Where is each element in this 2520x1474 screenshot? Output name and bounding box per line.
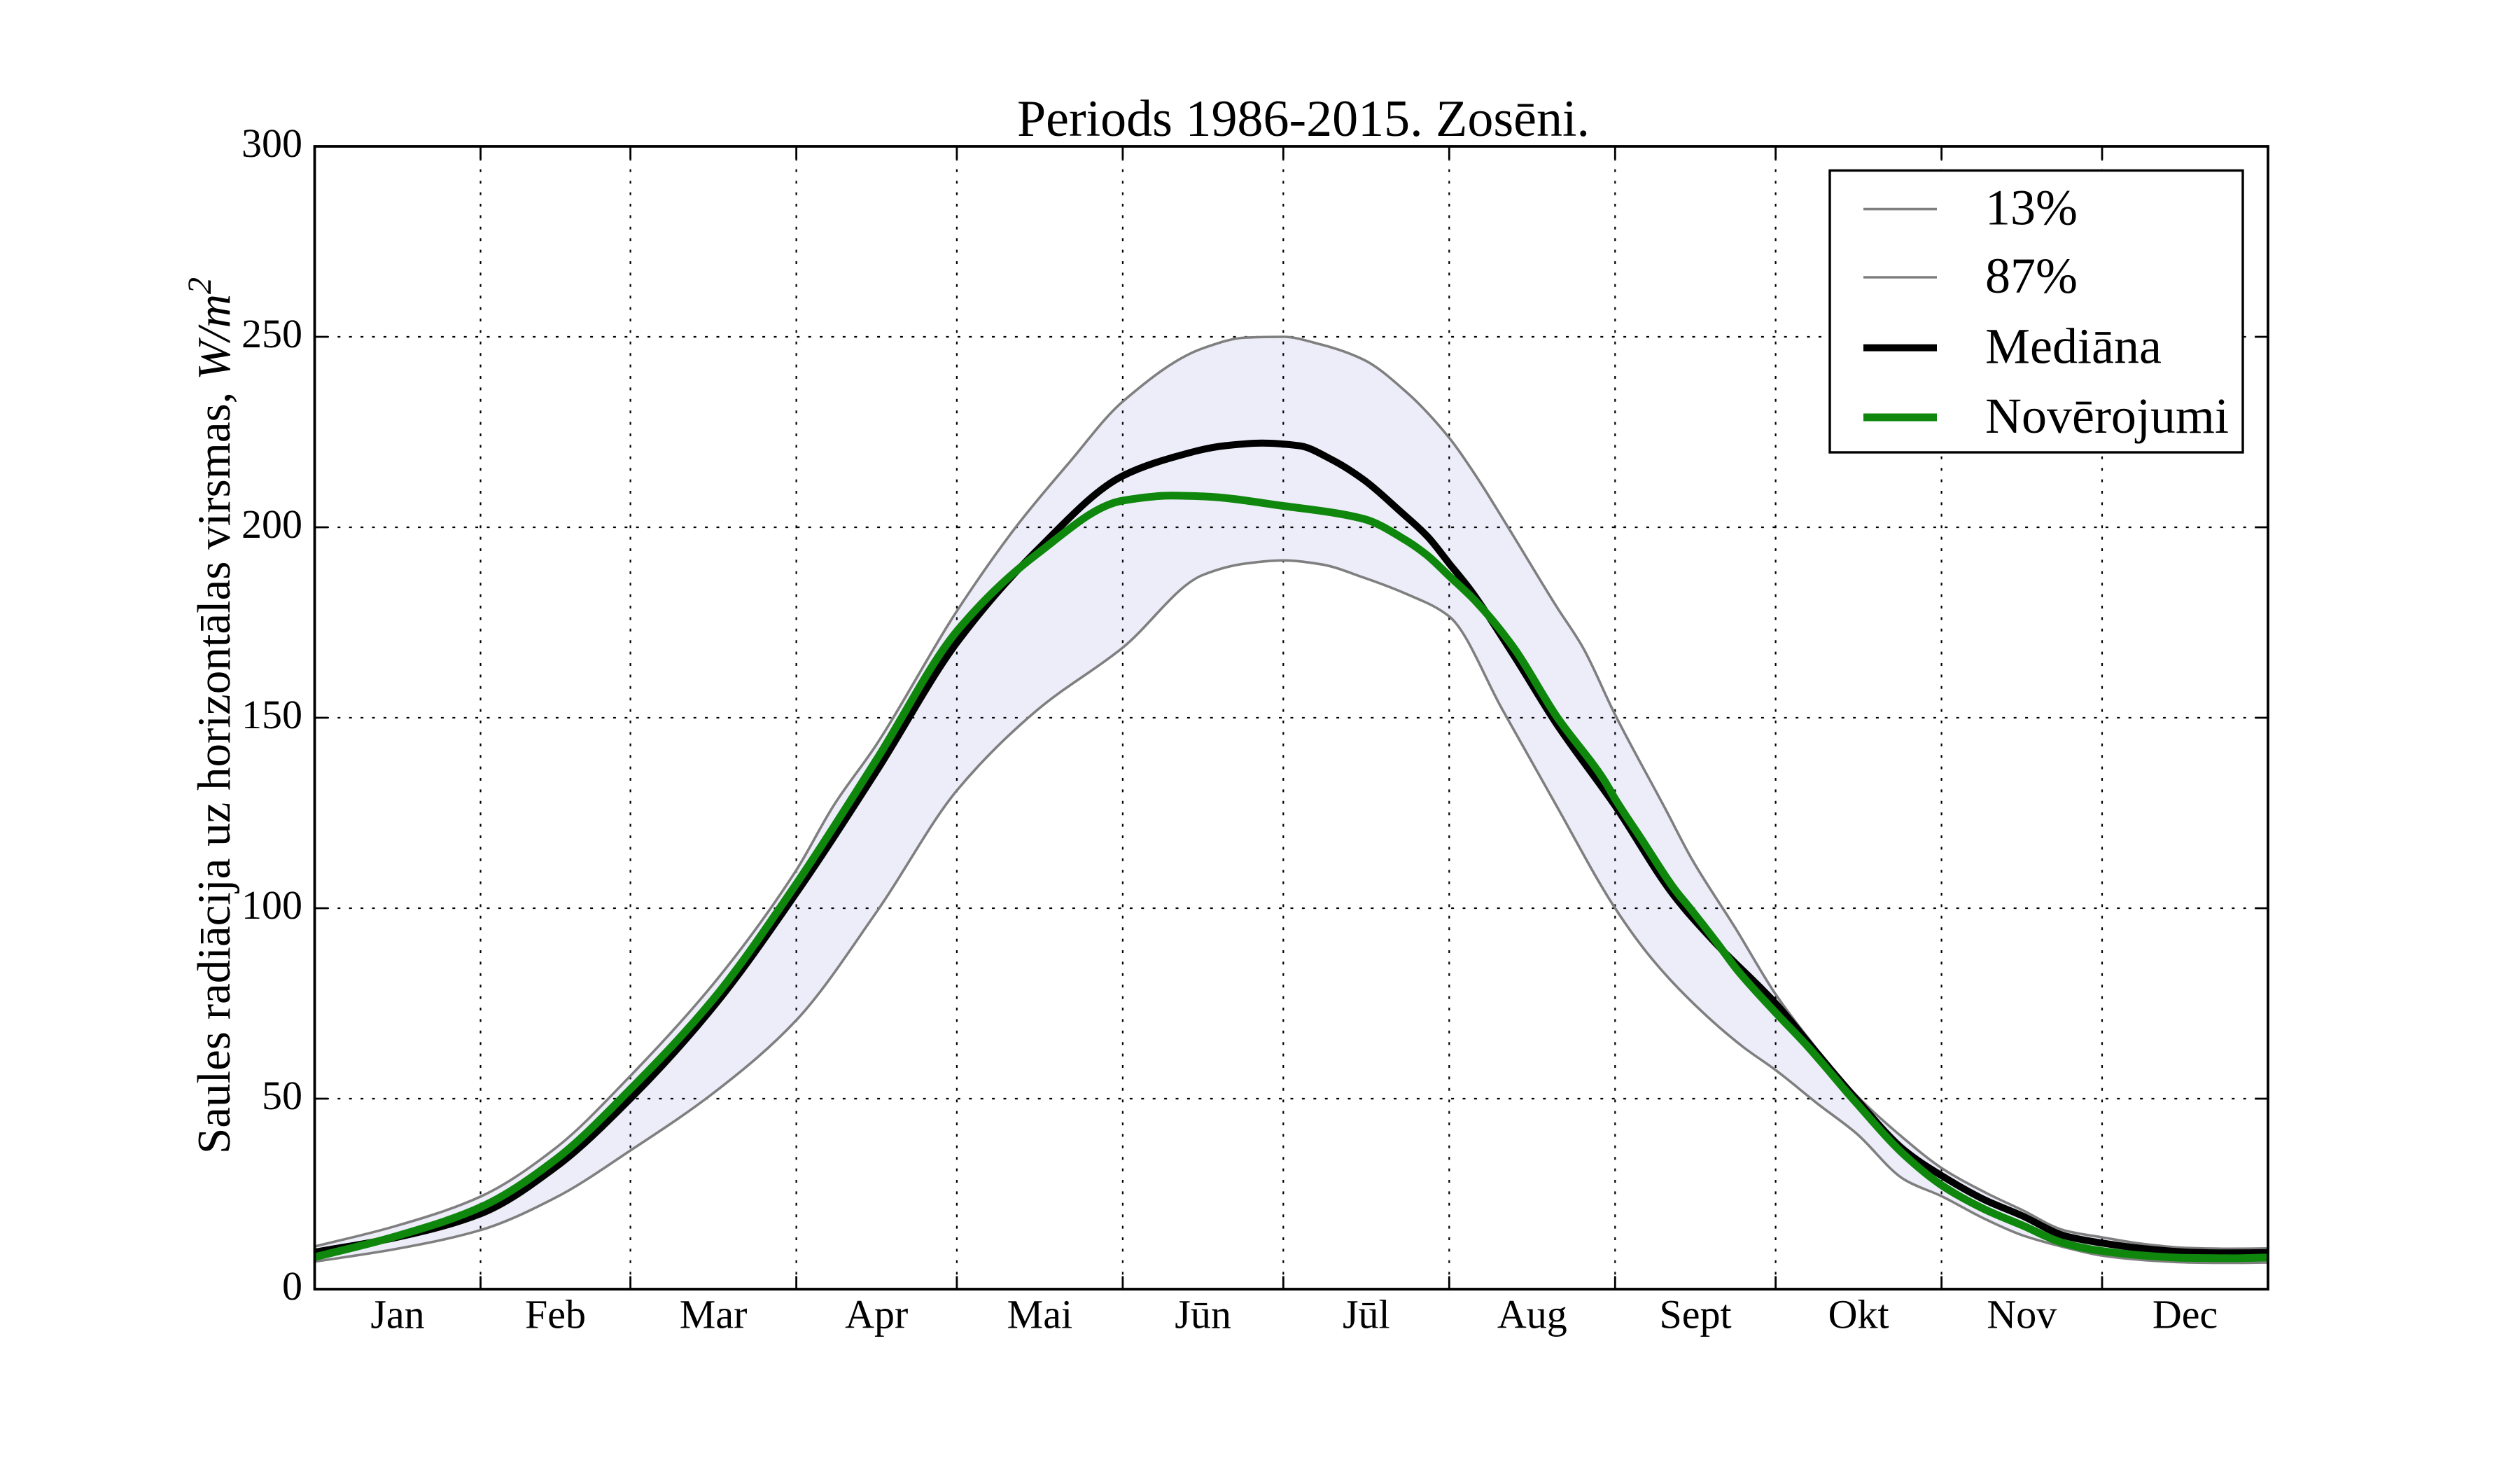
svg-text:Jūl: Jūl bbox=[1343, 1292, 1390, 1337]
svg-text:0: 0 bbox=[282, 1263, 302, 1309]
svg-text:Mai: Mai bbox=[1007, 1292, 1072, 1337]
svg-text:Dec: Dec bbox=[2152, 1292, 2218, 1337]
svg-text:300: 300 bbox=[241, 120, 302, 166]
svg-text:100: 100 bbox=[241, 882, 302, 928]
svg-text:Mediāna: Mediāna bbox=[1985, 319, 2162, 375]
svg-text:Novērojumi: Novērojumi bbox=[1985, 388, 2229, 444]
svg-text:Nov: Nov bbox=[1987, 1292, 2057, 1337]
svg-text:Apr: Apr bbox=[845, 1292, 908, 1337]
svg-text:Feb: Feb bbox=[525, 1292, 586, 1337]
svg-text:Jan: Jan bbox=[370, 1292, 424, 1337]
svg-text:150: 150 bbox=[241, 692, 302, 737]
svg-text:200: 200 bbox=[241, 501, 302, 547]
svg-text:250: 250 bbox=[241, 311, 302, 356]
svg-text:50: 50 bbox=[262, 1073, 302, 1118]
svg-text:Okt: Okt bbox=[1828, 1292, 1889, 1337]
svg-text:Saules radiācija uz horizontāl: Saules radiācija uz horizontālas virsmas… bbox=[181, 277, 240, 1154]
svg-text:13%: 13% bbox=[1985, 180, 2078, 236]
svg-text:Sept: Sept bbox=[1659, 1292, 1731, 1337]
svg-text:Periods 1986-2015. Zosēni.: Periods 1986-2015. Zosēni. bbox=[1017, 90, 1590, 148]
svg-text:87%: 87% bbox=[1985, 248, 2078, 304]
svg-text:Aug: Aug bbox=[1497, 1292, 1567, 1337]
svg-text:Jūn: Jūn bbox=[1175, 1292, 1231, 1337]
svg-text:Mar: Mar bbox=[680, 1292, 748, 1337]
